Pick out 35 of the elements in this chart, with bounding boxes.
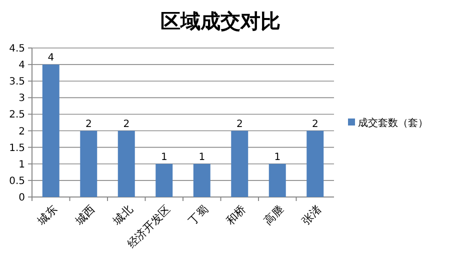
bar [193,164,210,197]
data-label: 2 [236,118,243,130]
y-tick-label: 3 [18,93,25,104]
bar [306,130,324,197]
y-tick-label: 3.5 [9,76,25,88]
y-tick-label: 1.5 [9,142,25,154]
bar [231,130,248,197]
legend-label: 成交套数（套） [358,117,428,129]
y-tick-label: 4 [18,60,25,72]
x-tick-label: 城西 [72,202,98,228]
data-label: 4 [48,52,54,64]
x-tick-label: 城北 [110,202,136,228]
bar [42,64,60,197]
y-tick-label: 4.5 [9,44,25,54]
y-tick-label: 0.5 [9,176,25,187]
data-label: 2 [123,118,130,130]
data-label: 2 [312,118,318,130]
y-tick-label: 2.5 [9,110,25,121]
bar [118,130,135,197]
bar [156,164,173,197]
y-tick-label: 1 [18,159,25,170]
y-tick-label: 2 [18,126,25,138]
data-label: 2 [85,118,92,130]
data-label: 1 [160,152,168,163]
bar [268,164,286,197]
x-tick-label: 张渚 [299,202,324,228]
y-tick-label: 0 [18,192,25,204]
x-tick-label: 丁蜀 [186,202,211,228]
x-tick-label: 高塍 [261,202,286,228]
chart-title: 区域成交对比 [160,9,280,33]
x-tick-label: 和桥 [224,202,248,228]
data-label: 1 [198,152,206,163]
data-label: 1 [274,152,281,163]
bar [80,130,98,197]
x-tick-label: 城东 [34,202,60,228]
